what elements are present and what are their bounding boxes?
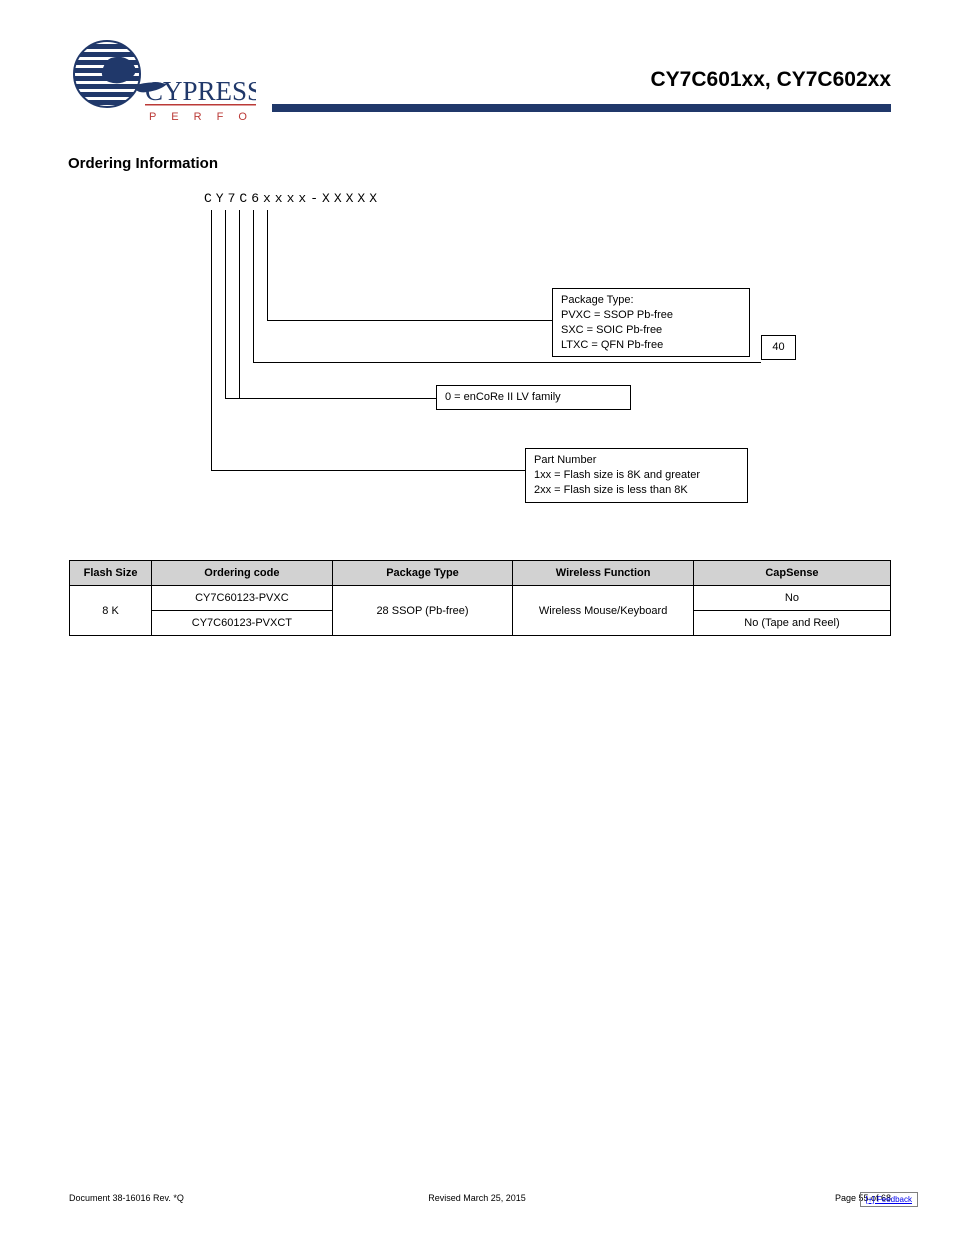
diagram-stem bbox=[253, 210, 254, 362]
diagram-connector bbox=[267, 320, 552, 321]
diagram-box-package-type: Package Type: PVXC = SSOP Pb-free SXC = … bbox=[552, 288, 750, 357]
diagram-stem bbox=[239, 210, 240, 398]
diagram-connector bbox=[225, 398, 436, 399]
diagram-box-line: 0 = enCoRe II LV family bbox=[445, 390, 622, 405]
cell-code: CY7C60123-PVXCT bbox=[152, 611, 333, 636]
table-col-package: Package Type bbox=[332, 561, 513, 586]
ordering-info-table: Flash Size Ordering code Package Type Wi… bbox=[69, 560, 891, 636]
table-col-code: Ordering code bbox=[152, 561, 333, 586]
diagram-box-title: Package Type: bbox=[561, 293, 741, 308]
diagram-box-line: 2xx = Flash size is less than 8K bbox=[534, 483, 739, 498]
footer-revised: Revised March 25, 2015 bbox=[0, 1193, 954, 1203]
logo-tagline: P E R F O R M bbox=[149, 111, 256, 123]
cypress-logo: CYPRESS P E R F O R M bbox=[71, 38, 256, 128]
diagram-box-line: 40 bbox=[770, 340, 787, 355]
diagram-box-part-number: Part Number 1xx = Flash size is 8K and g… bbox=[525, 448, 748, 503]
page: CYPRESS P E R F O R M CY7C601xx, CY7C602… bbox=[0, 0, 954, 1235]
diagram-box-line: LTXC = QFN Pb-free bbox=[561, 338, 741, 353]
diagram-stem bbox=[225, 210, 226, 398]
page-title: CY7C601xx, CY7C602xx bbox=[651, 68, 892, 92]
table-col-capsense: CapSense bbox=[693, 561, 890, 586]
table-col-flash: Flash Size bbox=[70, 561, 152, 586]
section-heading-ordering: Ordering Information bbox=[68, 155, 218, 172]
diagram-box-title: Part Number bbox=[534, 453, 739, 468]
diagram-connector bbox=[211, 470, 525, 471]
diagram-box-line: 1xx = Flash size is 8K and greater bbox=[534, 468, 739, 483]
diagram-box-line: SXC = SOIC Pb-free bbox=[561, 323, 741, 338]
diagram-stem bbox=[267, 210, 268, 320]
cell-code: CY7C60123-PVXC bbox=[152, 586, 333, 611]
logo-brand-text: CYPRESS bbox=[145, 76, 256, 106]
cell-flash: 8 K bbox=[70, 586, 152, 636]
diagram-box-family: 0 = enCoRe II LV family bbox=[436, 385, 631, 410]
diagram-box-line: PVXC = SSOP Pb-free bbox=[561, 308, 741, 323]
part-number-decode-diagram: Package Type: PVXC = SSOP Pb-free SXC = … bbox=[211, 210, 811, 500]
table-header-row: Flash Size Ordering code Package Type Wi… bbox=[70, 561, 891, 586]
diagram-stem bbox=[211, 210, 212, 470]
diagram-connector bbox=[253, 362, 761, 363]
cell-wireless: Wireless Mouse/Keyboard bbox=[513, 586, 694, 636]
cell-capsense: No bbox=[693, 586, 890, 611]
part-number-pattern: CY7C6xxxx-XXXXX bbox=[204, 191, 381, 206]
table-row: 8 K CY7C60123-PVXC 28 SSOP (Pb-free) Wir… bbox=[70, 586, 891, 611]
table-col-wireless: Wireless Function bbox=[513, 561, 694, 586]
cell-package: 28 SSOP (Pb-free) bbox=[332, 586, 513, 636]
header-rule bbox=[272, 104, 891, 112]
cell-capsense: No (Tape and Reel) bbox=[693, 611, 890, 636]
feedback-link[interactable]: [+] Feedback bbox=[860, 1192, 918, 1207]
diagram-box-pin-count: 40 bbox=[761, 335, 796, 360]
